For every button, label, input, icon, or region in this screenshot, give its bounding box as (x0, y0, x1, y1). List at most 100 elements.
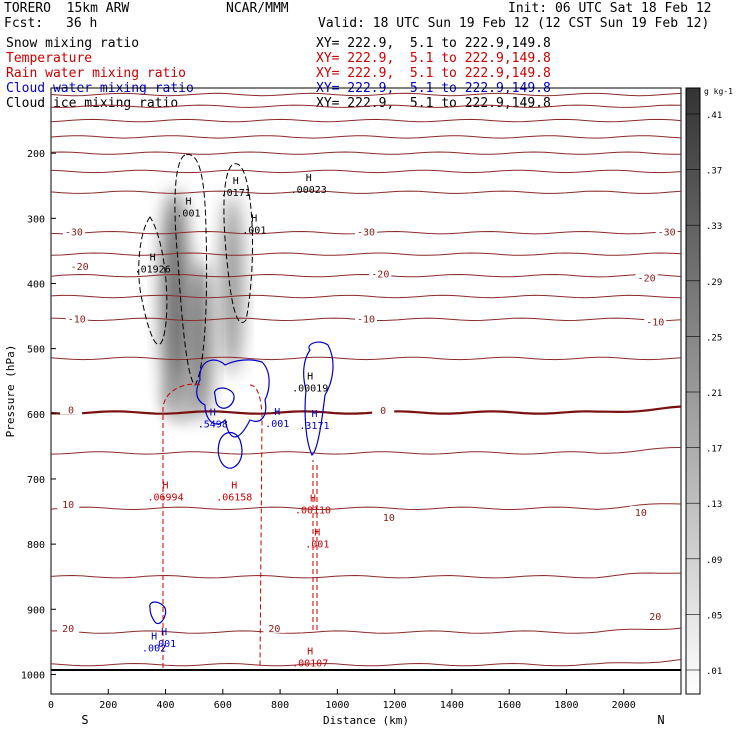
isotherm-line (50, 405, 682, 415)
colorbar-level: .33 (706, 222, 722, 232)
x-tick-label: 1600 (497, 700, 521, 711)
temp-label-bg (355, 312, 377, 324)
maximum-value: .00023 (291, 185, 327, 196)
colorbar-level: .05 (706, 611, 722, 621)
ice-contour-center (174, 154, 208, 386)
temp-label-bg (369, 267, 392, 279)
fcst-label: Fcst: (4, 16, 44, 31)
y-tick-label: 400 (27, 279, 45, 290)
ice-contour-west (138, 216, 168, 345)
temp-label-bg (57, 621, 80, 633)
x-axis: 0 200 400 600 800 1000 1200 1400 1600 1800 2000 (48, 689, 636, 711)
y-axis-label: Pressure (hPa) (4, 345, 17, 438)
colorbar-level: .25 (706, 333, 722, 343)
maximum-marker: H (310, 494, 316, 505)
rain-contour-main (162, 383, 263, 669)
x-tick-label: 1800 (554, 700, 578, 711)
temp-label: 0 (68, 406, 74, 417)
x-tick-label: 1200 (383, 700, 407, 711)
temp-label: 10 (635, 508, 647, 519)
y-tick-label: 1000 (21, 670, 45, 681)
y-tick-label: 600 (27, 410, 45, 421)
init-time: Init: 06 UTC Sat 18 Feb 12 (508, 1, 712, 16)
temp-label-bg (377, 511, 400, 523)
isotherm-line (50, 92, 682, 97)
colorbar-unit: g kg-1 (704, 87, 733, 96)
isotherm-line (50, 190, 682, 194)
maximum-marker: H (233, 176, 239, 187)
mixing-ratio-contours (138, 154, 334, 669)
x-tick-label: 200 (99, 700, 117, 711)
y-tick-label: 300 (27, 214, 45, 225)
temp-label-bg (57, 498, 80, 510)
maximum-marker: H (314, 527, 320, 538)
temp-label: -30 (357, 228, 375, 239)
temp-label-bg (629, 505, 652, 517)
temp-label-bg (355, 225, 377, 237)
maximum-marker: H (150, 252, 156, 263)
maximum-marker: H (251, 213, 257, 224)
y-axis: 200 300 400 500 600 700 800 900 1000 (21, 149, 56, 681)
isotherm-line (50, 273, 682, 278)
rain-contour-east (312, 460, 318, 630)
temp-label-bg (62, 225, 85, 237)
maximum-value: .01926 (135, 264, 171, 275)
field-xy-temperature: XY= 222.9, 5.1 to 222.9,149.8 (316, 51, 551, 66)
isotherm-line (50, 572, 682, 579)
temp-label: -20 (71, 262, 89, 273)
maximum-value: .001 (176, 208, 200, 219)
temp-label-bg (644, 610, 667, 622)
south-end-label: S (81, 713, 88, 727)
x-tick-label: 2000 (612, 700, 636, 711)
temp-label-bg (65, 312, 88, 324)
temp-label-bg (644, 315, 667, 327)
isotherm-line (50, 104, 682, 108)
x-tick-label: 1400 (440, 700, 464, 711)
temp-label-bg (655, 225, 678, 237)
maximum-marker: H (274, 407, 280, 418)
north-end-label: N (657, 713, 664, 727)
colorbar-level: .09 (706, 556, 722, 566)
temp-label: -20 (371, 269, 389, 280)
maxima-labels: H.01926H.001H.0171H.001H.00023H.5498H.00… (135, 173, 331, 670)
isotherm-line (50, 151, 682, 155)
colorbar-level: .37 (706, 167, 722, 177)
x-tick-label: 1000 (325, 700, 349, 711)
temp-label: -30 (658, 228, 676, 239)
maximum-value: .002 (142, 644, 166, 655)
maximum-value: .00019 (292, 384, 328, 395)
cloud-water-contour-lower (217, 431, 243, 469)
isotherm-line (50, 169, 682, 174)
temp-label-bg (635, 271, 658, 283)
temperature-labels: -30 -30 -30 -20 -20 -20 -10 -10 -10 0 0 10 10 10 20 20 2… (57, 225, 678, 635)
maximum-marker: H (151, 632, 157, 643)
maximum-value: .3171 (299, 421, 329, 432)
x-tick-label: 0 (48, 700, 54, 711)
temp-label: -30 (65, 228, 83, 239)
field-name-rain: Rain water mixing ratio (6, 66, 187, 81)
temp-label-bg (60, 403, 83, 415)
colorbar-level: .17 (706, 445, 722, 455)
maximum-value: .001 (305, 539, 329, 550)
shading-field (160, 190, 243, 425)
isotherm-line (50, 503, 682, 511)
y-tick-label: 700 (27, 475, 45, 486)
field-name-snow: Snow mixing ratio (6, 36, 140, 51)
field-xy-rain: XY= 222.9, 5.1 to 222.9,149.8 (316, 66, 551, 81)
field-name-temperature: Temperature (6, 51, 93, 66)
isotherm-line (50, 252, 682, 256)
maximum-marker: H (210, 408, 216, 419)
x-tick-label: 400 (157, 700, 175, 711)
maximum-marker: H (163, 481, 169, 492)
temp-label: 20 (62, 624, 74, 635)
cloud-water-contour-east (303, 341, 334, 456)
maximum-marker: H (307, 372, 313, 383)
temp-label-bg (68, 260, 91, 272)
valid-time: Valid: 18 UTC Sun 19 Feb 12 (12 CST Sun … (318, 16, 710, 31)
maximum-value: .0171 (221, 188, 251, 199)
colorbar: .01 .05 .09 .13 .17 .21 .25 .29 .33 .37 .41 g kg-1 (685, 87, 733, 695)
x-axis-label: Distance (km) (323, 714, 409, 727)
colorbar-level: .41 (706, 111, 722, 121)
cloud-water-contour-south (149, 601, 167, 625)
temp-label: -20 (638, 273, 656, 284)
